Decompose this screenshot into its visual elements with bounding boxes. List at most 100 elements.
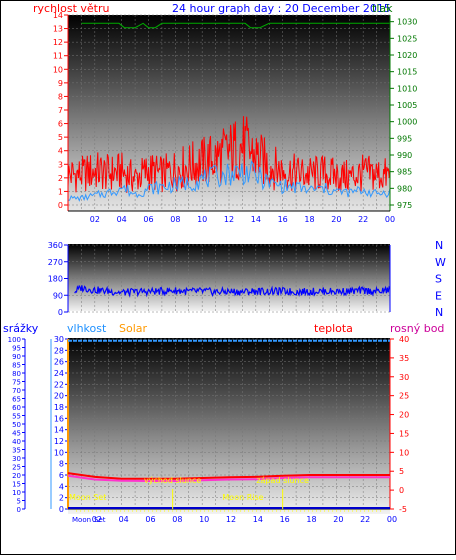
rain-tick-label: 75 xyxy=(12,379,21,387)
solar-axis-title: Solar xyxy=(119,322,148,335)
direction-tick-label: 360 xyxy=(48,241,63,250)
direction-tick-label: 270 xyxy=(48,258,63,267)
temperature-tick-label: 20 xyxy=(399,411,409,420)
wind-tick-label: 6 xyxy=(58,120,63,129)
temperature-x-tick-label: 06 xyxy=(145,515,155,524)
wind-x-tick-label: 14 xyxy=(251,215,261,224)
wind-tick-label: 11 xyxy=(53,52,63,61)
sun-event-label: západ slunce xyxy=(256,476,309,485)
wind-x-tick-label: 10 xyxy=(197,215,207,224)
pressure-tick-label: 985 xyxy=(397,168,412,177)
temperature-x-tick-label: 22 xyxy=(360,515,370,524)
wind-x-tick-label: 18 xyxy=(304,215,314,224)
gust-series-line xyxy=(67,116,391,193)
humidity-tick-label: 0 xyxy=(59,505,64,514)
direction-tick-label: 180 xyxy=(48,275,63,284)
wind-x-tick-label: 16 xyxy=(278,215,288,224)
moon-event-label: Moon Rise xyxy=(222,493,263,502)
humidity-tick-label: 24 xyxy=(54,369,64,378)
pressure-tick-label: 980 xyxy=(397,184,412,193)
pressure-tick-label: 995 xyxy=(397,134,412,143)
temperature-tick-label: 10 xyxy=(399,448,409,457)
rain-tick-label: 90 xyxy=(12,353,21,361)
temperature-x-tick-label: 16 xyxy=(280,515,290,524)
wind-tick-label: 10 xyxy=(53,65,63,74)
pressure-tick-label: 1025 xyxy=(397,34,417,43)
dewpoint-axis-title: rosný bod xyxy=(390,322,444,335)
pressure-tick-label: 1020 xyxy=(397,51,417,60)
dewpoint-series-line xyxy=(67,474,390,482)
temperature-series-line xyxy=(67,472,390,480)
humidity-tick-label: 10 xyxy=(54,448,64,457)
wind-chart: 0123456789101112131497598098599099510001… xyxy=(53,11,418,224)
rain-tick-label: 95 xyxy=(12,345,21,353)
rain-tick-label: 50 xyxy=(12,421,21,429)
wind-x-tick-label: 12 xyxy=(224,215,234,224)
rain-tick-label: 45 xyxy=(12,430,21,438)
wind-x-tick-label: 08 xyxy=(170,215,180,224)
temperature-tick-label: 40 xyxy=(399,335,409,344)
wind-tick-label: 2 xyxy=(58,174,63,183)
moon-event-label: Moon Set xyxy=(69,493,106,502)
direction-tick-label: 0 xyxy=(58,308,63,317)
rain-tick-label: 25 xyxy=(12,464,21,472)
temperature-x-tick-label: 02 xyxy=(92,515,102,524)
rain-tick-label: 85 xyxy=(12,362,21,370)
humidity-tick-label: 18 xyxy=(54,403,64,412)
pressure-tick-label: 975 xyxy=(397,201,412,210)
compass-label: W xyxy=(435,256,446,269)
rain-tick-label: 40 xyxy=(12,438,21,446)
rain-tick-label: 65 xyxy=(12,396,21,404)
rain-axis-title: srážky xyxy=(3,322,39,335)
wind-x-tick-label: 20 xyxy=(331,215,341,224)
average-series-line xyxy=(68,160,391,202)
humidity-tick-label: 12 xyxy=(54,437,64,446)
rain-tick-label: 100 xyxy=(8,336,21,344)
sun-event-label: východ slunce xyxy=(144,476,201,485)
wind-tick-label: 9 xyxy=(58,79,63,88)
direction-series-line xyxy=(74,284,391,298)
temperature-tick-label: 30 xyxy=(399,373,409,382)
compass-label: N xyxy=(435,306,443,319)
compass-label: S xyxy=(435,273,442,286)
pressure-axis-title: tlak xyxy=(372,2,393,15)
pressure-tick-label: 1000 xyxy=(397,118,417,127)
wind-x-tick-label: 00 xyxy=(385,215,395,224)
pressure-series-line xyxy=(81,22,390,29)
wind-tick-label: 3 xyxy=(58,160,63,169)
temperature-x-tick-label: 04 xyxy=(119,515,129,524)
wind-x-tick-label: 06 xyxy=(143,215,153,224)
chart-title: 24 hour graph day : 20 December 2015 xyxy=(172,2,391,15)
temperature-chart: 0510152025303540455055606570758085909510… xyxy=(8,335,410,524)
rain-tick-label: 55 xyxy=(12,413,21,421)
rain-tick-label: 30 xyxy=(12,455,21,463)
pressure-tick-label: 1015 xyxy=(397,68,417,77)
temperature-x-tick-label: 10 xyxy=(199,515,209,524)
wind-tick-label: 13 xyxy=(53,25,63,34)
temperature-tick-label: 35 xyxy=(399,354,409,363)
wind-tick-label: 8 xyxy=(58,92,63,101)
wind-tick-label: 1 xyxy=(58,187,63,196)
temperature-tick-label: 5 xyxy=(399,467,404,476)
pressure-tick-label: 1030 xyxy=(397,18,417,27)
rain-tick-label: 5 xyxy=(17,498,21,506)
wind-tick-label: 7 xyxy=(58,106,63,115)
moon-bottom-label: Moon xyxy=(72,516,91,524)
temperature-tick-label: 0 xyxy=(399,486,404,495)
rain-tick-label: 20 xyxy=(12,472,21,480)
set-bottom-label: Set xyxy=(94,516,106,524)
humidity-tick-label: 2 xyxy=(59,494,64,503)
wind-x-tick-label: 02 xyxy=(90,215,100,224)
wind-x-tick-label: 22 xyxy=(358,215,368,224)
wind-x-tick-label: 04 xyxy=(117,215,127,224)
temperature-tick-label: 15 xyxy=(399,429,409,438)
rain-tick-label: 35 xyxy=(12,447,21,455)
temperature-tick-label: 25 xyxy=(399,392,409,401)
compass-label: E xyxy=(435,289,442,302)
rain-tick-label: 15 xyxy=(12,481,21,489)
wind-tick-label: 5 xyxy=(58,133,63,142)
temperature-axis-title: teplota xyxy=(314,322,353,335)
